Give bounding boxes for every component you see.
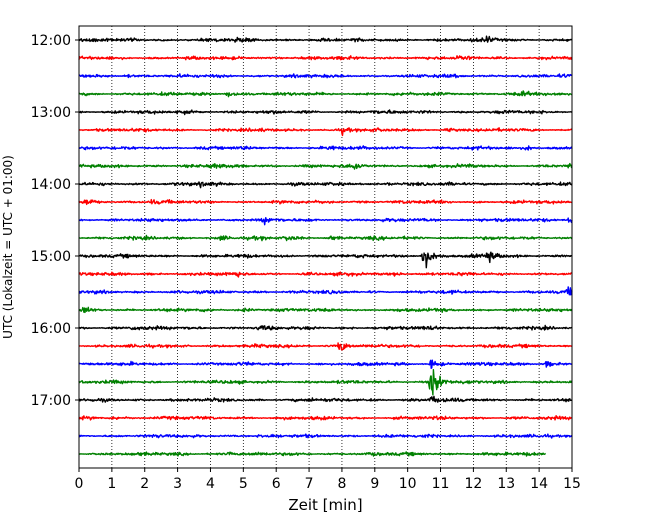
y-tick-label: 12:00: [31, 33, 71, 49]
trace-1315: [78, 127, 573, 137]
y-axis-label: UTC (Lokalzeit = UTC + 01:00): [1, 155, 15, 339]
x-tick-label: 4: [206, 476, 215, 492]
y-tick-label: 14:00: [31, 177, 71, 193]
trace-1645: [78, 369, 573, 396]
x-tick-label: 8: [337, 476, 346, 492]
trace-1200: [78, 35, 573, 43]
x-tick-label: 7: [305, 476, 314, 492]
trace-1630: [78, 359, 573, 369]
x-tick-label: 5: [239, 476, 248, 492]
trace-layer: [78, 35, 573, 457]
trace-1415: [78, 198, 573, 206]
x-tick-label: 11: [432, 476, 450, 492]
trace-1745: [78, 451, 546, 457]
trace-1445: [78, 234, 573, 242]
x-tick-label: 14: [530, 476, 548, 492]
y-tick-label: 16:00: [31, 321, 71, 337]
trace-1515: [78, 271, 573, 278]
trace-1400: [78, 181, 573, 189]
x-tick-label: 9: [370, 476, 379, 492]
y-tick-label: 15:00: [31, 249, 71, 265]
x-tick-label: 13: [497, 476, 515, 492]
trace-1215: [78, 55, 573, 61]
trace-1245: [78, 90, 573, 98]
x-tick-label: 12: [464, 476, 482, 492]
trace-1715: [78, 415, 573, 421]
x-axis-label: Zeit [min]: [288, 496, 362, 514]
trace-1430: [78, 217, 573, 226]
x-tick-label: 0: [75, 476, 84, 492]
y-tick-label: 17:00: [31, 393, 71, 409]
trace-1330: [78, 145, 573, 151]
x-tick-label: 1: [107, 476, 116, 492]
trace-1345: [78, 162, 573, 170]
y-tick-label: 13:00: [31, 105, 71, 121]
trace-1230: [78, 73, 573, 79]
tick-layer: 0 1 2 3 4 5 6 7 8 9 10 11 12 13 14 1512:0013:0014:0015:…: [31, 33, 581, 492]
x-tick-label: 6: [272, 476, 281, 492]
trace-1545: [78, 306, 573, 314]
x-tick-label: 10: [399, 476, 417, 492]
trace-1615: [78, 342, 573, 351]
trace-1500: [78, 251, 573, 269]
trace-1730: [78, 433, 573, 439]
trace-1600: [78, 324, 573, 331]
x-tick-label: 3: [173, 476, 182, 492]
trace-1530: [78, 286, 573, 296]
x-tick-label: 2: [140, 476, 149, 492]
trace-1300: [78, 109, 573, 116]
plot-frame: [78, 25, 573, 469]
x-tick-label: 15: [563, 476, 581, 492]
trace-1700: [78, 395, 573, 403]
